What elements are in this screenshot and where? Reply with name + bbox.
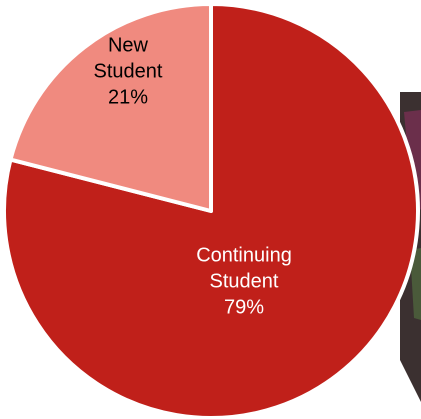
- pie-labels: Continuing Student 79% New Student 21%: [94, 34, 292, 318]
- slice-name-label: New: [108, 34, 149, 56]
- slice-name-label: Student: [210, 270, 279, 292]
- slice-name-label: Continuing: [196, 244, 292, 266]
- slice-name-label: Student: [94, 60, 163, 82]
- background-photo-accent-2: [410, 248, 421, 320]
- slice-percent-label: 79%: [224, 296, 264, 318]
- pie-slice-new-student: [8, 2, 213, 213]
- slice-percent-label: 21%: [108, 86, 148, 108]
